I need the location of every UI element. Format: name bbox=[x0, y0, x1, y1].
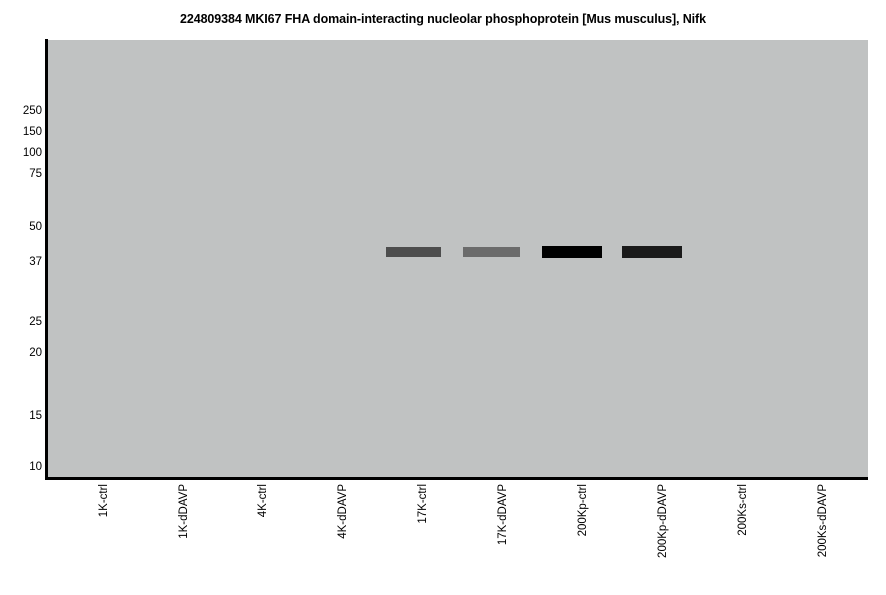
blot-band bbox=[463, 247, 520, 257]
y-tick-label: 15 bbox=[29, 410, 42, 422]
blot-band bbox=[386, 247, 441, 257]
y-tick-label: 100 bbox=[22, 147, 42, 159]
y-axis-line bbox=[45, 39, 48, 479]
x-tick-label: 17K-ctrl bbox=[417, 484, 429, 524]
blot-band bbox=[622, 246, 682, 258]
x-tick-label: 1K-ctrl bbox=[98, 484, 110, 518]
x-tick-label: 4K-ctrl bbox=[257, 484, 269, 518]
y-tick-label: 20 bbox=[29, 347, 42, 359]
blot-band bbox=[542, 246, 602, 258]
x-tick-label: 200Kp-ctrl bbox=[577, 484, 589, 537]
y-tick-label: 10 bbox=[29, 461, 42, 473]
x-tick-label: 200Kp-dDAVP bbox=[657, 484, 669, 558]
y-tick-label: 37 bbox=[29, 256, 42, 268]
y-tick-label: 25 bbox=[29, 316, 42, 328]
y-axis-tick-labels: 250 150 100 75 50 37 25 20 15 10 bbox=[0, 0, 42, 595]
x-tick-label: 17K-dDAVP bbox=[497, 484, 509, 546]
y-tick-label: 75 bbox=[29, 168, 42, 180]
x-tick-label: 200Ks-ctrl bbox=[737, 484, 749, 536]
x-tick-label: 4K-dDAVP bbox=[337, 484, 349, 539]
y-tick-label: 150 bbox=[22, 126, 42, 138]
y-tick-label: 250 bbox=[22, 105, 42, 117]
x-tick-label: 1K-dDAVP bbox=[178, 484, 190, 539]
y-tick-label: 50 bbox=[29, 221, 42, 233]
x-axis-line bbox=[45, 477, 868, 480]
x-tick-label: 200Ks-dDAVP bbox=[817, 484, 829, 558]
page-title: 224809384 MKI67 FHA domain-interacting n… bbox=[180, 12, 706, 26]
plot-area bbox=[48, 40, 868, 477]
